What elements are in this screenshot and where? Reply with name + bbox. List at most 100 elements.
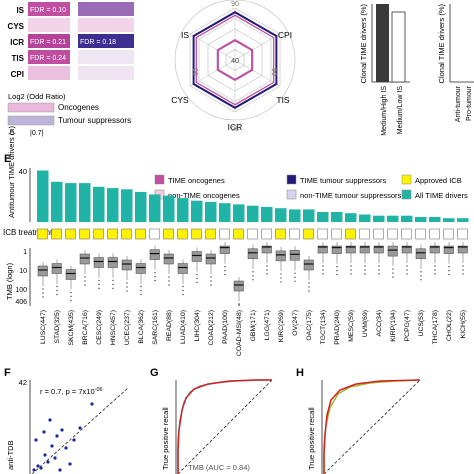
roc-g-diagonal [177, 379, 273, 474]
heatmap-fdr-oncogene-icr: FDR = 0.21 [30, 39, 66, 46]
tmb-outlier-28-0 [434, 265, 436, 267]
tmb-outlier-3-2 [84, 284, 86, 286]
radar-outer-label-3: 90 [193, 68, 200, 76]
bar-5 [107, 188, 119, 222]
tmb-box-25 [387, 245, 398, 257]
tmb-outlier-18-2 [294, 280, 296, 282]
category-label-5: HNSC(457) [110, 310, 117, 345]
roc-g-curve-tdb [177, 379, 272, 474]
category-label-16: LGG(471) [264, 310, 271, 340]
tmb-box-14 [233, 280, 244, 292]
heatmap-legend: Log2 (Odd Ratio) Oncogenes Tumour suppre… [7, 92, 131, 137]
tmb-outlier-10-1 [182, 289, 184, 292]
tmb-box-5 [107, 257, 118, 268]
tmb-axis-label: TMB (logn) [5, 262, 14, 300]
radar-axis-label-cys: CYS [171, 95, 189, 105]
tmb-outlier-1-0 [56, 285, 58, 288]
bar-22 [345, 213, 357, 222]
tmb-outlier-29-2 [448, 273, 450, 276]
panel-g-roc: True positive recall TMB (AUC = 0.84) [161, 379, 273, 474]
tmb-outlier-17-1 [280, 277, 282, 279]
bar-20 [317, 212, 329, 222]
category-label-23: UVM(69) [362, 310, 369, 337]
icb-cell-30 [457, 228, 468, 240]
category-label-10: LUAD(410) [180, 310, 187, 344]
bar-series [37, 170, 469, 222]
bar-11 [191, 200, 203, 222]
bar-30 [457, 218, 469, 222]
tmb-box-15 [247, 248, 258, 260]
bar-26 [401, 215, 413, 222]
heatmap-cell-tsg-cpi [78, 66, 134, 80]
tmb-outlier-30-2 [462, 273, 464, 275]
bar-16 [261, 206, 273, 222]
scatter-point-5 [50, 444, 54, 448]
scatter-point-11 [68, 462, 72, 466]
tmb-outlier-24-1 [378, 269, 380, 271]
tmb-outlier-22-1 [350, 269, 352, 271]
scatter-point-17 [90, 402, 94, 406]
roc-g-ylabel: True positive recall [161, 407, 170, 470]
roc-h-diagonal [323, 379, 421, 474]
scatter-point-10 [64, 446, 68, 450]
category-label-22: MESC(59) [348, 310, 355, 342]
bar-18 [289, 209, 301, 222]
tmb-outlier-9-1 [168, 280, 170, 282]
category-label-24: ACC(34) [376, 310, 383, 336]
scatter-point-1 [36, 464, 40, 468]
bar-14 [233, 204, 245, 222]
tmb-box-23 [359, 245, 370, 254]
tmb-outlier-25-1 [392, 272, 394, 274]
heatmap-cell-tsg-tis [78, 50, 134, 64]
tmb-outlier-11-0 [196, 273, 198, 276]
tmb-box-29 [443, 245, 454, 254]
tmb-outlier-8-2 [154, 279, 156, 282]
legend-oncogenes-label: Oncogenes [58, 103, 99, 112]
tmb-box-9 [163, 253, 174, 265]
legend-title: Log2 (Odd Ratio) [8, 92, 66, 101]
tmb-outlier-22-2 [350, 273, 352, 275]
panel-label-g: G [150, 367, 159, 379]
icb-cell-8 [149, 228, 160, 240]
tmb-outlier-30-1 [462, 269, 464, 271]
tmb-tick-1: 1 [23, 249, 27, 256]
tmb-outlier-3-1 [84, 280, 86, 282]
legend-e-label-5: All TIME drivers [415, 191, 468, 200]
icb-cell-27 [415, 228, 426, 240]
tmb-outlier-15-0 [252, 271, 254, 273]
tmb-tick-100: 100 [15, 287, 27, 294]
tmb-box-6 [121, 259, 132, 271]
heatmap-fdr-tsg-icr: FDR = 0.18 [80, 39, 116, 46]
roc-g-legend: TMB (AUC = 0.84) [188, 463, 250, 472]
tmb-outlier-18-0 [294, 272, 296, 274]
tmb-box-2 [65, 269, 76, 280]
tmb-outlier-12-1 [210, 280, 212, 282]
tmb-outlier-17-2 [280, 281, 282, 283]
oncogene-scale-swatch [7, 102, 55, 113]
bar-8 [149, 194, 161, 222]
bar-23 [359, 214, 371, 222]
heatmap-cell-tsg-icr [78, 34, 134, 48]
tmb-outlier-29-0 [448, 265, 450, 268]
tmb-box-3 [79, 253, 90, 265]
tmb-box-30 [457, 245, 468, 254]
tmb-box-27 [415, 248, 426, 260]
tmb-outlier-5-1 [112, 283, 114, 286]
radar-series-tsg [192, 11, 278, 109]
clonal-ylabel-left: Clonal TIME drivers (%) [359, 4, 368, 84]
tmb-box-13 [219, 245, 230, 254]
roc-h-curve-b [323, 379, 421, 474]
radar-axis-label-tis: TIS [276, 95, 290, 105]
heatmap-row-label-cpi: CPI [11, 70, 24, 79]
tmb-outlier-14-0 [238, 303, 240, 305]
tmb-outlier-22-0 [350, 265, 352, 267]
heatmap-row-label-cys: CYS [8, 22, 25, 31]
tmb-box-0 [37, 265, 48, 277]
bar-21 [331, 212, 343, 222]
radar-spoke-3 [234, 59, 281, 87]
tmb-outlier-29-1 [448, 269, 450, 272]
tmb-outlier-21-2 [336, 273, 338, 276]
heatmap-cell-oncogene-is [28, 2, 70, 16]
category-label-19: OAC(175) [306, 310, 313, 341]
clonal-cat-low-is: Medium/Low IS [397, 86, 404, 135]
